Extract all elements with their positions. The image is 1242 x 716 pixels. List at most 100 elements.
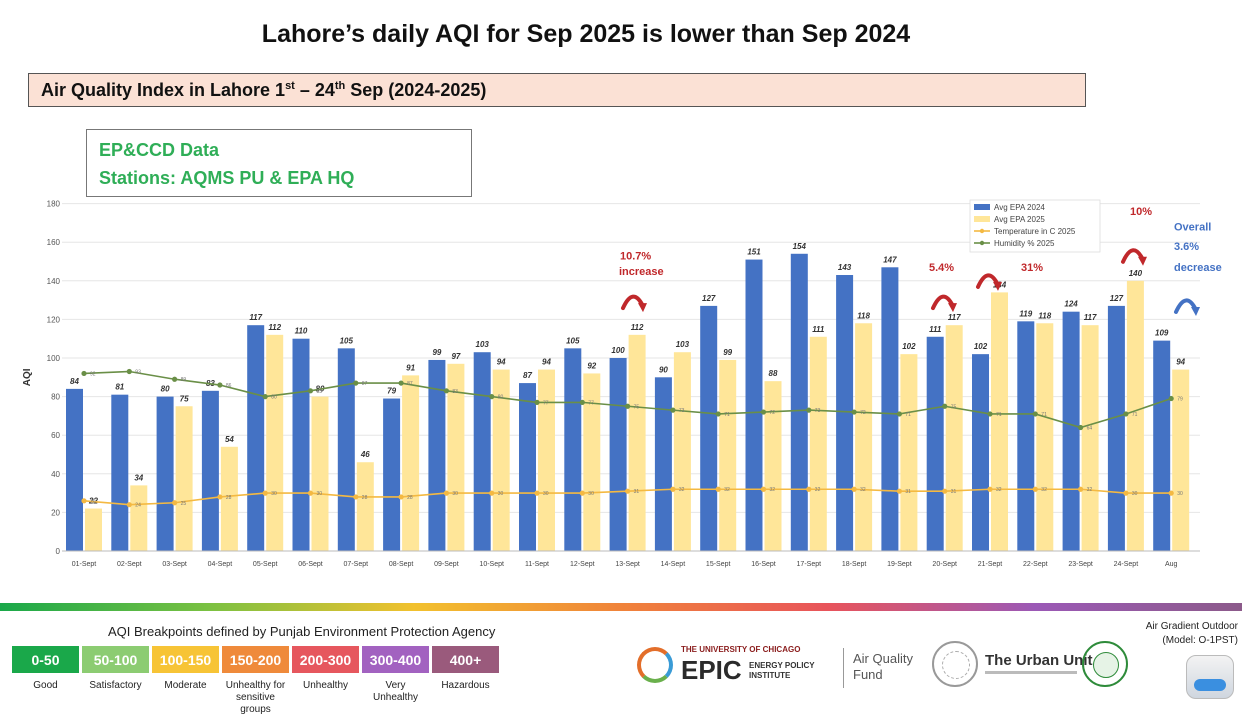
humidity-point xyxy=(806,407,812,413)
breakpoints-labels: Good Satisfactory Moderate Unhealthy for… xyxy=(12,680,502,716)
temperature-point xyxy=(398,494,404,500)
humidity-value: 75 xyxy=(634,404,640,410)
data-label-2024: 81 xyxy=(115,383,124,392)
humidity-point xyxy=(534,399,540,405)
temperature-point xyxy=(534,490,540,496)
temperature-value: 30 xyxy=(452,491,458,497)
bar-2024 xyxy=(292,338,310,551)
y-tick-label: 0 xyxy=(56,547,61,556)
x-tick-label: 20-Sept xyxy=(932,561,957,568)
x-tick-label: 08-Sept xyxy=(389,561,414,568)
temperature-value: 31 xyxy=(951,489,957,495)
data-label-2024: 99 xyxy=(432,348,441,357)
decrease-arrow-icon-head xyxy=(1191,306,1200,316)
humidity-line xyxy=(83,370,1172,429)
humidity-value: 92 xyxy=(90,371,96,377)
bar-2024 xyxy=(745,259,763,551)
data-label-2024: 102 xyxy=(974,342,988,351)
bp-swatch-moderate: 100-150 xyxy=(152,646,219,673)
bar-2025 xyxy=(356,462,374,551)
bar-2025 xyxy=(266,334,284,551)
temperature-value: 30 xyxy=(543,491,549,497)
data-label-2024: 84 xyxy=(70,377,79,386)
data-label-2024: 127 xyxy=(702,294,716,303)
humidity-point xyxy=(307,388,314,394)
data-label-2024: 87 xyxy=(523,371,532,380)
humidity-point xyxy=(625,403,631,409)
bar-2025 xyxy=(311,396,329,551)
data-label-2025: 94 xyxy=(497,358,506,367)
x-tick-label: 07-Sept xyxy=(344,561,369,568)
bar-2024 xyxy=(201,390,219,551)
data-label-2024: 105 xyxy=(566,336,580,345)
humidity-point xyxy=(579,399,585,405)
y-axis-label: AQI xyxy=(22,368,33,386)
x-tick-label: 01-Sept xyxy=(72,561,97,568)
breakpoints-title: AQI Breakpoints defined by Punjab Enviro… xyxy=(108,624,496,639)
temperature-value: 30 xyxy=(498,491,504,497)
temperature-point xyxy=(1123,490,1129,496)
bp-swatch-hazardous: 400+ xyxy=(432,646,499,673)
humidity-value: 80 xyxy=(498,395,504,401)
data-label-2025: 117 xyxy=(1084,313,1097,322)
x-tick-label: 23-Sept xyxy=(1068,561,1093,568)
bar-2024 xyxy=(247,325,265,551)
y-tick-label: 140 xyxy=(47,277,61,286)
humidity-value: 83 xyxy=(317,389,323,395)
annotation-text: 10.7% xyxy=(620,251,651,263)
bar-2025 xyxy=(1081,325,1099,551)
logo-separator xyxy=(843,648,844,688)
humidity-value: 93 xyxy=(135,370,141,376)
y-tick-label: 180 xyxy=(47,200,61,209)
temperature-point xyxy=(172,500,178,506)
humidity-value: 83 xyxy=(452,389,458,395)
data-label-2024: 80 xyxy=(161,385,170,394)
legend-label: Humidity % 2025 xyxy=(994,239,1055,248)
y-tick-label: 100 xyxy=(47,354,61,363)
x-tick-label: 12-Sept xyxy=(570,561,595,568)
data-label-2024: 151 xyxy=(747,248,761,257)
humidity-value: 71 xyxy=(996,412,1002,418)
bar-2024 xyxy=(428,359,446,551)
temperature-point xyxy=(851,486,857,492)
urban-unit-logo: The Urban Unit xyxy=(985,652,1093,669)
y-tick-label: 20 xyxy=(51,508,60,517)
data-source-box: EP&CCD Data Stations: AQMS PU & EPA HQ xyxy=(86,129,472,197)
humidity-point xyxy=(81,370,87,377)
bar-2025 xyxy=(900,354,918,551)
data-label-2025: 117 xyxy=(948,313,961,322)
air-quality-fund-logo: Air Quality Fund xyxy=(853,651,913,682)
bar-2025 xyxy=(1036,323,1054,551)
bar-2024 xyxy=(609,358,627,551)
annotation-text: increase xyxy=(619,266,664,278)
temperature-point xyxy=(126,502,132,508)
humidity-value: 87 xyxy=(407,381,413,387)
air-gradient-device-icon xyxy=(1186,655,1234,699)
bar-2024 xyxy=(383,398,401,551)
bar-2025 xyxy=(1172,369,1190,551)
temperature-value: 30 xyxy=(1132,491,1138,497)
legend-box xyxy=(969,199,1101,253)
data-label-2025: 34 xyxy=(134,473,143,482)
annotation-text: 10% xyxy=(1130,206,1152,218)
humidity-point xyxy=(1032,411,1038,417)
data-label-2024: 100 xyxy=(611,346,625,355)
legend-swatch-dot xyxy=(979,240,985,246)
x-tick-label: 17-Sept xyxy=(797,561,822,568)
bar-2024 xyxy=(519,383,536,551)
epic-logo-icon xyxy=(637,647,673,683)
increase-arrow-icon-head xyxy=(948,303,957,313)
temperature-point xyxy=(443,490,449,496)
y-tick-label: 80 xyxy=(51,393,60,402)
legend-swatch xyxy=(974,216,990,222)
urban-unit-underline xyxy=(985,671,1077,674)
bar-2025 xyxy=(492,369,510,551)
page-title: Lahore’s daily AQI for Sep 2025 is lower… xyxy=(261,20,911,48)
bar-2024 xyxy=(972,354,989,551)
x-tick-label: 11-Sept xyxy=(525,561,549,568)
humidity-point xyxy=(851,409,857,415)
bp-label-unhealthy: Unhealthy xyxy=(302,680,349,691)
chart-subtitle-box: Air Quality Index in Lahore 1st – 24th S… xyxy=(28,73,1086,107)
humidity-value: 71 xyxy=(724,412,730,418)
x-tick-label: 04-Sept xyxy=(208,561,233,568)
